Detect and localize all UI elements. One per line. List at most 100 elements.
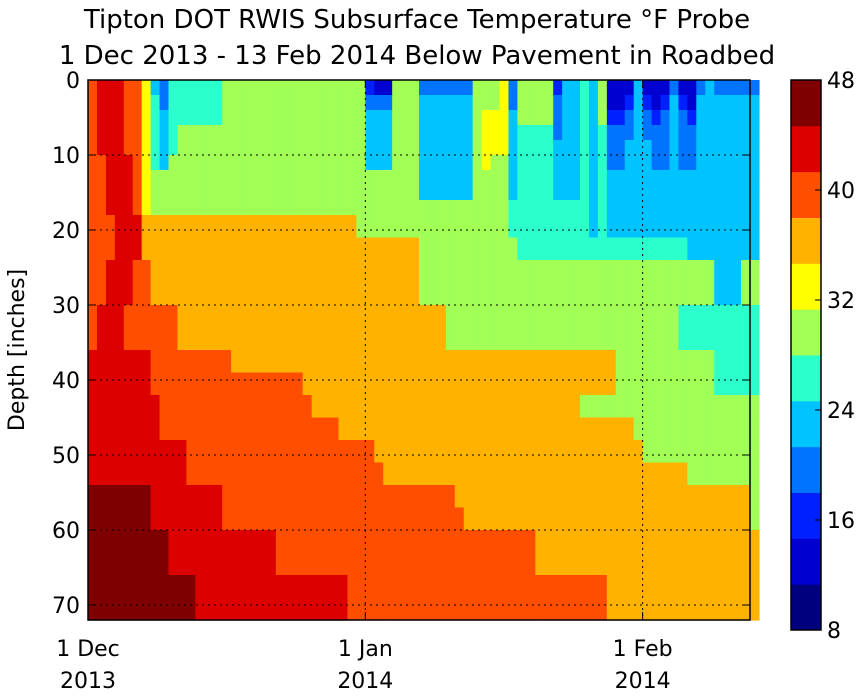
heatmap-cell (213, 395, 223, 419)
heatmap-cell (732, 260, 742, 284)
heatmap-cell (266, 485, 277, 509)
heatmap-cell (580, 485, 590, 509)
heatmap-cell (427, 215, 438, 239)
heatmap-cell (741, 95, 751, 111)
heatmap-cell (123, 395, 134, 419)
heatmap-cell (633, 237, 644, 261)
heatmap-cell (633, 140, 644, 156)
heatmap-cell (633, 110, 644, 126)
heatmap-cell (427, 185, 438, 201)
heatmap-cell (714, 552, 724, 576)
heatmap-cell (562, 350, 572, 374)
heatmap-cell (705, 260, 715, 284)
heatmap-cell (436, 282, 447, 306)
plot-area-frame (87, 79, 751, 621)
heatmap-cell (615, 327, 626, 351)
heatmap-cell (597, 95, 608, 111)
heatmap-cell (481, 95, 492, 111)
heatmap-cell (132, 552, 143, 576)
heatmap-cell (186, 140, 196, 156)
heatmap-cell (177, 440, 188, 464)
heatmap-cell (96, 170, 107, 186)
heatmap-cell (463, 305, 474, 329)
heatmap-cell (526, 80, 536, 96)
heatmap-cell (669, 282, 680, 306)
heatmap-cell (750, 125, 760, 141)
heatmap-cell (445, 95, 456, 111)
heatmap-cell (195, 530, 205, 554)
heatmap-cell (741, 125, 751, 141)
heatmap-cell (159, 417, 170, 441)
heatmap-cell (526, 200, 536, 216)
heatmap-cell (714, 395, 724, 419)
heatmap-cell (597, 372, 608, 396)
heatmap-cell (553, 597, 563, 621)
heatmap-cell (508, 260, 519, 284)
colorbar-tick-label: 32 (827, 289, 855, 314)
heatmap-cell (231, 417, 241, 441)
heatmap-cell (526, 440, 536, 464)
heatmap-cell (696, 237, 706, 261)
colorbar-segment (791, 125, 821, 173)
heatmap-cell (365, 140, 375, 156)
heatmap-cell (463, 395, 474, 419)
heatmap-cell (266, 80, 277, 96)
heatmap-cell (669, 260, 680, 284)
heatmap-cell (338, 440, 349, 464)
heatmap-cell (383, 552, 393, 576)
heatmap-cell (606, 395, 617, 419)
heatmap-cell (266, 200, 277, 216)
heatmap-cell (222, 282, 232, 306)
heatmap-cell (750, 530, 760, 554)
heatmap-cell (490, 552, 501, 576)
heatmap-cell (678, 327, 688, 351)
heatmap-cell (105, 530, 116, 554)
heatmap-cell (633, 155, 644, 171)
heatmap-cell (544, 530, 554, 554)
heatmap-cell (213, 372, 223, 396)
heatmap-cell (705, 170, 715, 186)
heatmap-cell (624, 305, 635, 329)
heatmap-cell (284, 80, 295, 96)
heatmap-cell (427, 327, 438, 351)
colorbar-segment (791, 538, 821, 585)
heatmap-cell (544, 327, 554, 351)
heatmap-cell (401, 417, 411, 441)
heatmap-cell (249, 80, 259, 96)
heatmap-cell (213, 485, 223, 509)
heatmap-cell (678, 552, 688, 576)
heatmap-cell (141, 237, 152, 261)
heatmap-cell (284, 597, 295, 621)
heatmap-cell (374, 155, 384, 171)
heatmap-cell (499, 530, 510, 554)
heatmap-cell (275, 327, 286, 351)
heatmap-cell (419, 95, 429, 111)
heatmap-cell (571, 140, 581, 156)
heatmap-cell (249, 575, 259, 599)
heatmap-cell (275, 440, 286, 464)
grid-lines (87, 79, 750, 620)
heatmap-cell (517, 350, 527, 374)
heatmap-cell (293, 125, 304, 141)
heatmap-cell (240, 200, 250, 216)
heatmap-cell (123, 350, 134, 374)
heatmap-cell (669, 305, 680, 329)
heatmap-cell (544, 372, 554, 396)
heatmap-cell (436, 575, 447, 599)
heatmap-cell (213, 185, 223, 201)
heatmap-cell (410, 215, 420, 239)
heatmap-cell (606, 215, 617, 239)
heatmap-cell (544, 485, 554, 509)
heatmap-cell (284, 575, 295, 599)
heatmap-cell (535, 170, 545, 186)
heatmap-cell (150, 372, 161, 396)
heatmap-cell (445, 372, 456, 396)
heatmap-cell (320, 507, 331, 531)
heatmap-cell (588, 170, 599, 186)
heatmap-cell (266, 155, 277, 171)
heatmap-cell (615, 575, 626, 599)
heatmap-cell (392, 170, 402, 186)
heatmap-cell (365, 395, 375, 419)
heatmap-cell (88, 350, 98, 374)
